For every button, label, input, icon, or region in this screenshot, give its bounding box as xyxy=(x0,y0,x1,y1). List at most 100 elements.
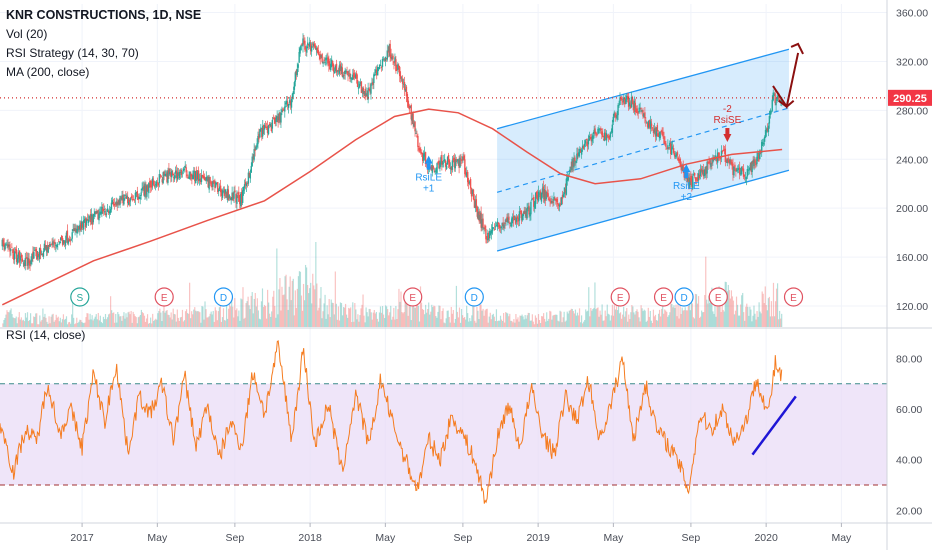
candle-body xyxy=(85,219,88,226)
candle-body xyxy=(735,168,737,172)
candle-body xyxy=(440,157,442,165)
legend-rsi-strategy[interactable]: RSI Strategy (14, 30, 70) xyxy=(6,46,139,60)
volume-bar xyxy=(101,323,104,327)
volume-bar xyxy=(477,310,479,327)
candle-body xyxy=(445,165,448,169)
volume-bar xyxy=(377,321,380,327)
projection-arrow[interactable] xyxy=(772,42,804,110)
candle-body xyxy=(239,200,241,205)
candle-body xyxy=(637,112,639,114)
volume-bar xyxy=(233,317,235,327)
candle-body xyxy=(59,242,61,244)
candle-body xyxy=(441,155,443,165)
volume-bar xyxy=(378,312,381,327)
candle-body xyxy=(18,250,21,263)
volume-bar xyxy=(506,312,508,327)
volume-bar xyxy=(482,308,484,327)
symbol-title[interactable]: KNR CONSTRUCTIONS, 1D, NSE xyxy=(6,8,202,22)
legend-vol[interactable]: Vol (20) xyxy=(6,27,48,41)
candle-body xyxy=(452,158,455,160)
candle-body xyxy=(753,159,755,167)
volume-bar xyxy=(624,316,626,327)
volume-bar xyxy=(172,308,174,327)
volume-bar xyxy=(483,315,485,327)
candle-body xyxy=(502,222,504,227)
candle-body xyxy=(9,244,11,252)
volume-bar xyxy=(597,307,599,327)
candle-body xyxy=(649,121,652,129)
candle-body xyxy=(625,95,628,100)
legend-ma[interactable]: MA (200, close) xyxy=(6,65,90,79)
candle-body xyxy=(207,176,209,188)
volume-bar xyxy=(558,321,560,327)
candle-body xyxy=(101,206,103,214)
volume-bar xyxy=(554,314,556,327)
candle-body xyxy=(403,82,406,90)
rsi-legend[interactable]: RSI (14, close) xyxy=(6,328,86,342)
volume-bar xyxy=(654,314,657,327)
volume-bar xyxy=(235,310,237,327)
candle-body xyxy=(696,177,699,182)
volume-bar xyxy=(540,316,543,327)
candle-body xyxy=(134,192,137,200)
volume-bar xyxy=(80,320,82,327)
volume-bar xyxy=(53,321,55,327)
volume-bar xyxy=(217,311,219,327)
candle-body xyxy=(43,243,46,251)
parallel-channel[interactable] xyxy=(496,48,790,252)
candle-body xyxy=(511,218,513,227)
candle-body xyxy=(698,174,701,179)
event-marker-D xyxy=(213,287,234,307)
volume-bar xyxy=(137,317,139,327)
volume-bar xyxy=(286,299,288,327)
candle-body xyxy=(208,176,210,190)
volume-bar xyxy=(527,312,529,327)
volume-bar xyxy=(561,322,563,327)
candle-body xyxy=(500,226,502,229)
candle-body xyxy=(635,110,637,112)
candle-body xyxy=(23,263,26,267)
volume-bar xyxy=(102,316,105,327)
candle-body xyxy=(328,61,330,66)
candle-body xyxy=(694,177,697,181)
candle-body xyxy=(173,175,176,180)
volume-bar xyxy=(74,324,76,327)
candle-body xyxy=(279,112,281,123)
volume-bar xyxy=(648,316,650,327)
volume-bar xyxy=(474,320,476,327)
volume-bar xyxy=(473,306,475,327)
volume-bar xyxy=(218,307,220,327)
volume-bar xyxy=(361,304,363,327)
volume-bar xyxy=(338,320,341,327)
candle-body xyxy=(490,230,493,234)
candle-body xyxy=(395,59,397,72)
volume-bar xyxy=(694,293,697,327)
candle-body xyxy=(263,124,265,129)
volume-bar xyxy=(453,322,455,327)
volume-bar xyxy=(122,315,124,327)
candle-body xyxy=(3,243,5,251)
volume-bar xyxy=(51,314,53,327)
volume-bar xyxy=(275,317,277,327)
candle-body xyxy=(294,72,297,82)
volume-bar xyxy=(621,318,623,327)
volume-bar xyxy=(269,313,271,327)
candle-body xyxy=(757,152,759,159)
candle-body xyxy=(568,173,570,175)
volume-bar xyxy=(617,293,620,327)
volume-bar xyxy=(196,311,198,327)
candle-body xyxy=(330,63,332,71)
volume-bar xyxy=(695,294,698,327)
volume-bar xyxy=(312,273,314,327)
candle-body xyxy=(205,176,207,181)
candle-body xyxy=(501,222,503,227)
candle-body xyxy=(119,195,121,205)
candle-body xyxy=(264,126,267,128)
volume-bar xyxy=(237,316,239,327)
candle-body xyxy=(522,212,524,217)
candle-body xyxy=(196,172,199,180)
volume-bar xyxy=(123,312,125,327)
candle-body xyxy=(525,211,527,217)
volume-bar xyxy=(167,314,169,327)
